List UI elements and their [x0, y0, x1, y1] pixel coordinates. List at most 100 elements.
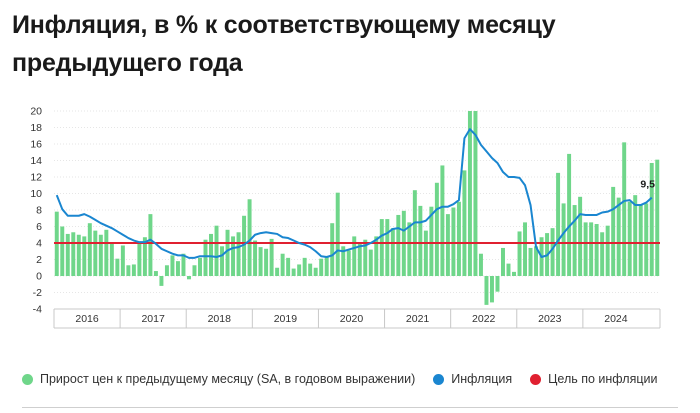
bar: [153, 271, 158, 276]
bar: [313, 267, 318, 276]
y-tick-label: -4: [33, 304, 42, 316]
bar: [192, 265, 197, 276]
bar: [594, 224, 599, 276]
bar: [655, 159, 660, 276]
bar: [495, 276, 500, 292]
bar: [203, 239, 208, 276]
x-tick-label: 2019: [274, 313, 298, 325]
bar: [225, 229, 230, 276]
bar: [324, 256, 329, 276]
bar: [523, 222, 528, 276]
bar: [434, 182, 439, 276]
bar: [104, 229, 109, 276]
bar: [126, 265, 131, 276]
bar: [622, 142, 627, 276]
bar: [561, 203, 566, 276]
bar: [280, 253, 285, 276]
bar: [445, 214, 450, 276]
bar: [456, 201, 461, 276]
bar: [379, 219, 384, 276]
bar: [633, 195, 638, 276]
y-tick-label: 18: [30, 122, 42, 134]
y-tick-label: 8: [36, 205, 42, 217]
legend-swatch-line: [433, 373, 445, 385]
bar: [578, 196, 583, 276]
bar: [390, 228, 395, 276]
bar: [412, 190, 417, 276]
bar: [616, 197, 621, 276]
bar: [330, 223, 335, 276]
y-tick-label: 6: [36, 221, 42, 233]
bar: [506, 263, 511, 276]
x-tick-label: 2018: [208, 313, 232, 325]
bar: [649, 162, 654, 276]
bar: [242, 215, 247, 276]
bar: [363, 239, 368, 276]
bar: [478, 253, 483, 276]
bar: [589, 222, 594, 276]
x-tick-label: 2024: [604, 313, 628, 325]
bar: [175, 261, 180, 276]
bar: [231, 236, 236, 276]
bar: [181, 253, 186, 276]
bar: [93, 230, 98, 276]
bar: [247, 199, 252, 276]
bar: [418, 205, 423, 276]
bar: [605, 225, 610, 276]
x-tick-label: 2023: [538, 313, 562, 325]
bar: [236, 232, 241, 276]
bar: [159, 276, 164, 286]
bar: [214, 225, 219, 276]
chart-area: -4 -2 0 2 4 6 8 10 12 14 16 18 20 2016 2017 2018 2019 202…: [30, 106, 661, 329]
inflation-line: [55, 128, 653, 259]
bar: [170, 255, 175, 276]
bar: [264, 248, 269, 276]
y-tick-label: 0: [36, 271, 42, 283]
bar: [308, 263, 313, 276]
bar: [98, 234, 103, 276]
y-tick-label: 14: [30, 155, 42, 167]
bar: [462, 170, 467, 276]
last-value-label: 9,5: [640, 179, 655, 191]
bar: [451, 207, 456, 276]
legend-label-line: Инфляция: [451, 372, 513, 386]
bar: [423, 230, 428, 276]
bar: [385, 219, 390, 276]
bar: [583, 222, 588, 276]
bar: [60, 226, 65, 276]
bar: [352, 236, 357, 276]
y-tick-label: 16: [30, 139, 42, 151]
footer-divider: [22, 407, 678, 408]
chart-title: Инфляция, в % к соответствующему месяцу …: [12, 11, 556, 77]
y-tick-label: 2: [36, 254, 42, 266]
y-tick-label: 12: [30, 172, 42, 184]
bar: [357, 243, 362, 276]
bar: [368, 249, 373, 276]
bar: [644, 203, 649, 276]
legend-item-line: Инфляция: [433, 372, 512, 386]
legend: Прирост цен к предыдущему месяцу (SA, в …: [22, 372, 658, 386]
bar: [467, 111, 472, 276]
bar: [335, 192, 340, 276]
bar: [501, 247, 505, 276]
bar: [137, 242, 142, 276]
bar: [65, 233, 70, 276]
bar: [611, 186, 616, 276]
bar: [76, 234, 81, 276]
bar: [638, 205, 643, 276]
bar: [346, 250, 351, 276]
bar: [489, 276, 494, 303]
y-tick-label: 20: [30, 106, 42, 118]
bar: [87, 223, 92, 276]
bar: [473, 111, 478, 276]
x-tick-label: 2017: [141, 313, 165, 325]
x-tick-label: 2021: [406, 313, 430, 325]
bar: [556, 172, 561, 276]
x-tick-label: 2020: [340, 313, 364, 325]
bar: [407, 222, 412, 276]
bar: [319, 258, 324, 276]
bar: [567, 153, 572, 276]
bar: [269, 238, 274, 276]
bar: [627, 201, 632, 276]
bar: [186, 276, 191, 280]
